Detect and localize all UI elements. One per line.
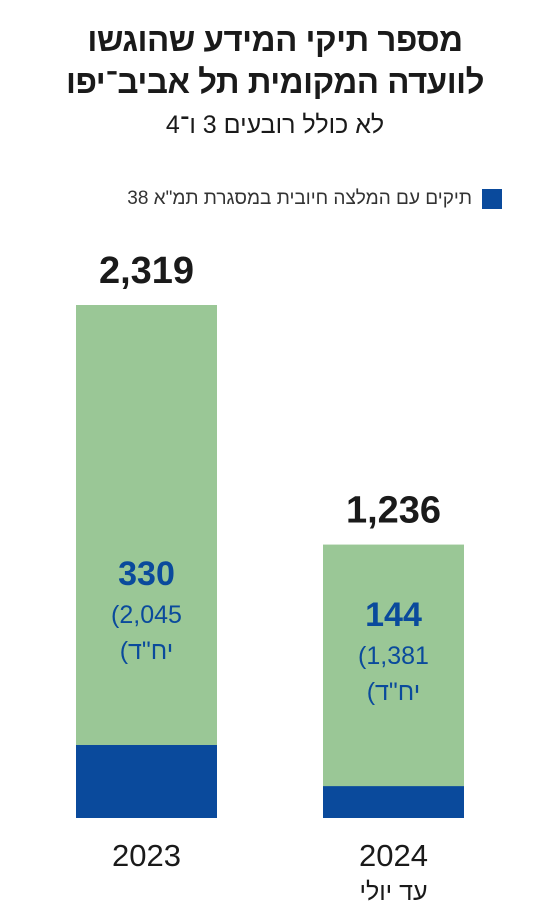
data-label-total-2024: 1,236 (346, 490, 441, 532)
legend-label: תיקים עם המלצה חיובית במסגרת תמ"א 38 (127, 188, 472, 209)
data-label-total-2023: 2,319 (99, 250, 194, 292)
chart-title-line2: לוועדה המקומית תל אביב־יפו (66, 63, 484, 100)
bar-tama-2023 (76, 744, 217, 818)
legend: תיקים עם המלצה חיובית במסגרת תמ"א 38 (127, 188, 502, 210)
legend-swatch (482, 189, 502, 209)
data-label-units-2024: (1,381 (358, 642, 429, 670)
data-label-units-suffix-2023: יח"ד) (120, 637, 174, 665)
data-label-units-2023: (2,045 (111, 601, 182, 629)
data-label-tama-2023: 330 (118, 555, 175, 593)
bar-tama-2024 (323, 786, 464, 818)
x-tick-2024: 2024 (359, 838, 428, 873)
bar-total-2023 (76, 305, 217, 818)
x-tick-2023: 2023 (112, 838, 181, 873)
bar-total-2024 (323, 544, 464, 818)
data-label-tama-2024: 144 (365, 596, 422, 634)
data-label-units-suffix-2024: יח"ד) (367, 678, 421, 706)
x-tick-note-2024: עד יולי (359, 878, 427, 906)
chart-title-line1: מספר תיקי המידע שהוגשו (87, 21, 463, 58)
chart-subtitle: לא כולל רובעים 3 ו־4 (165, 111, 385, 139)
